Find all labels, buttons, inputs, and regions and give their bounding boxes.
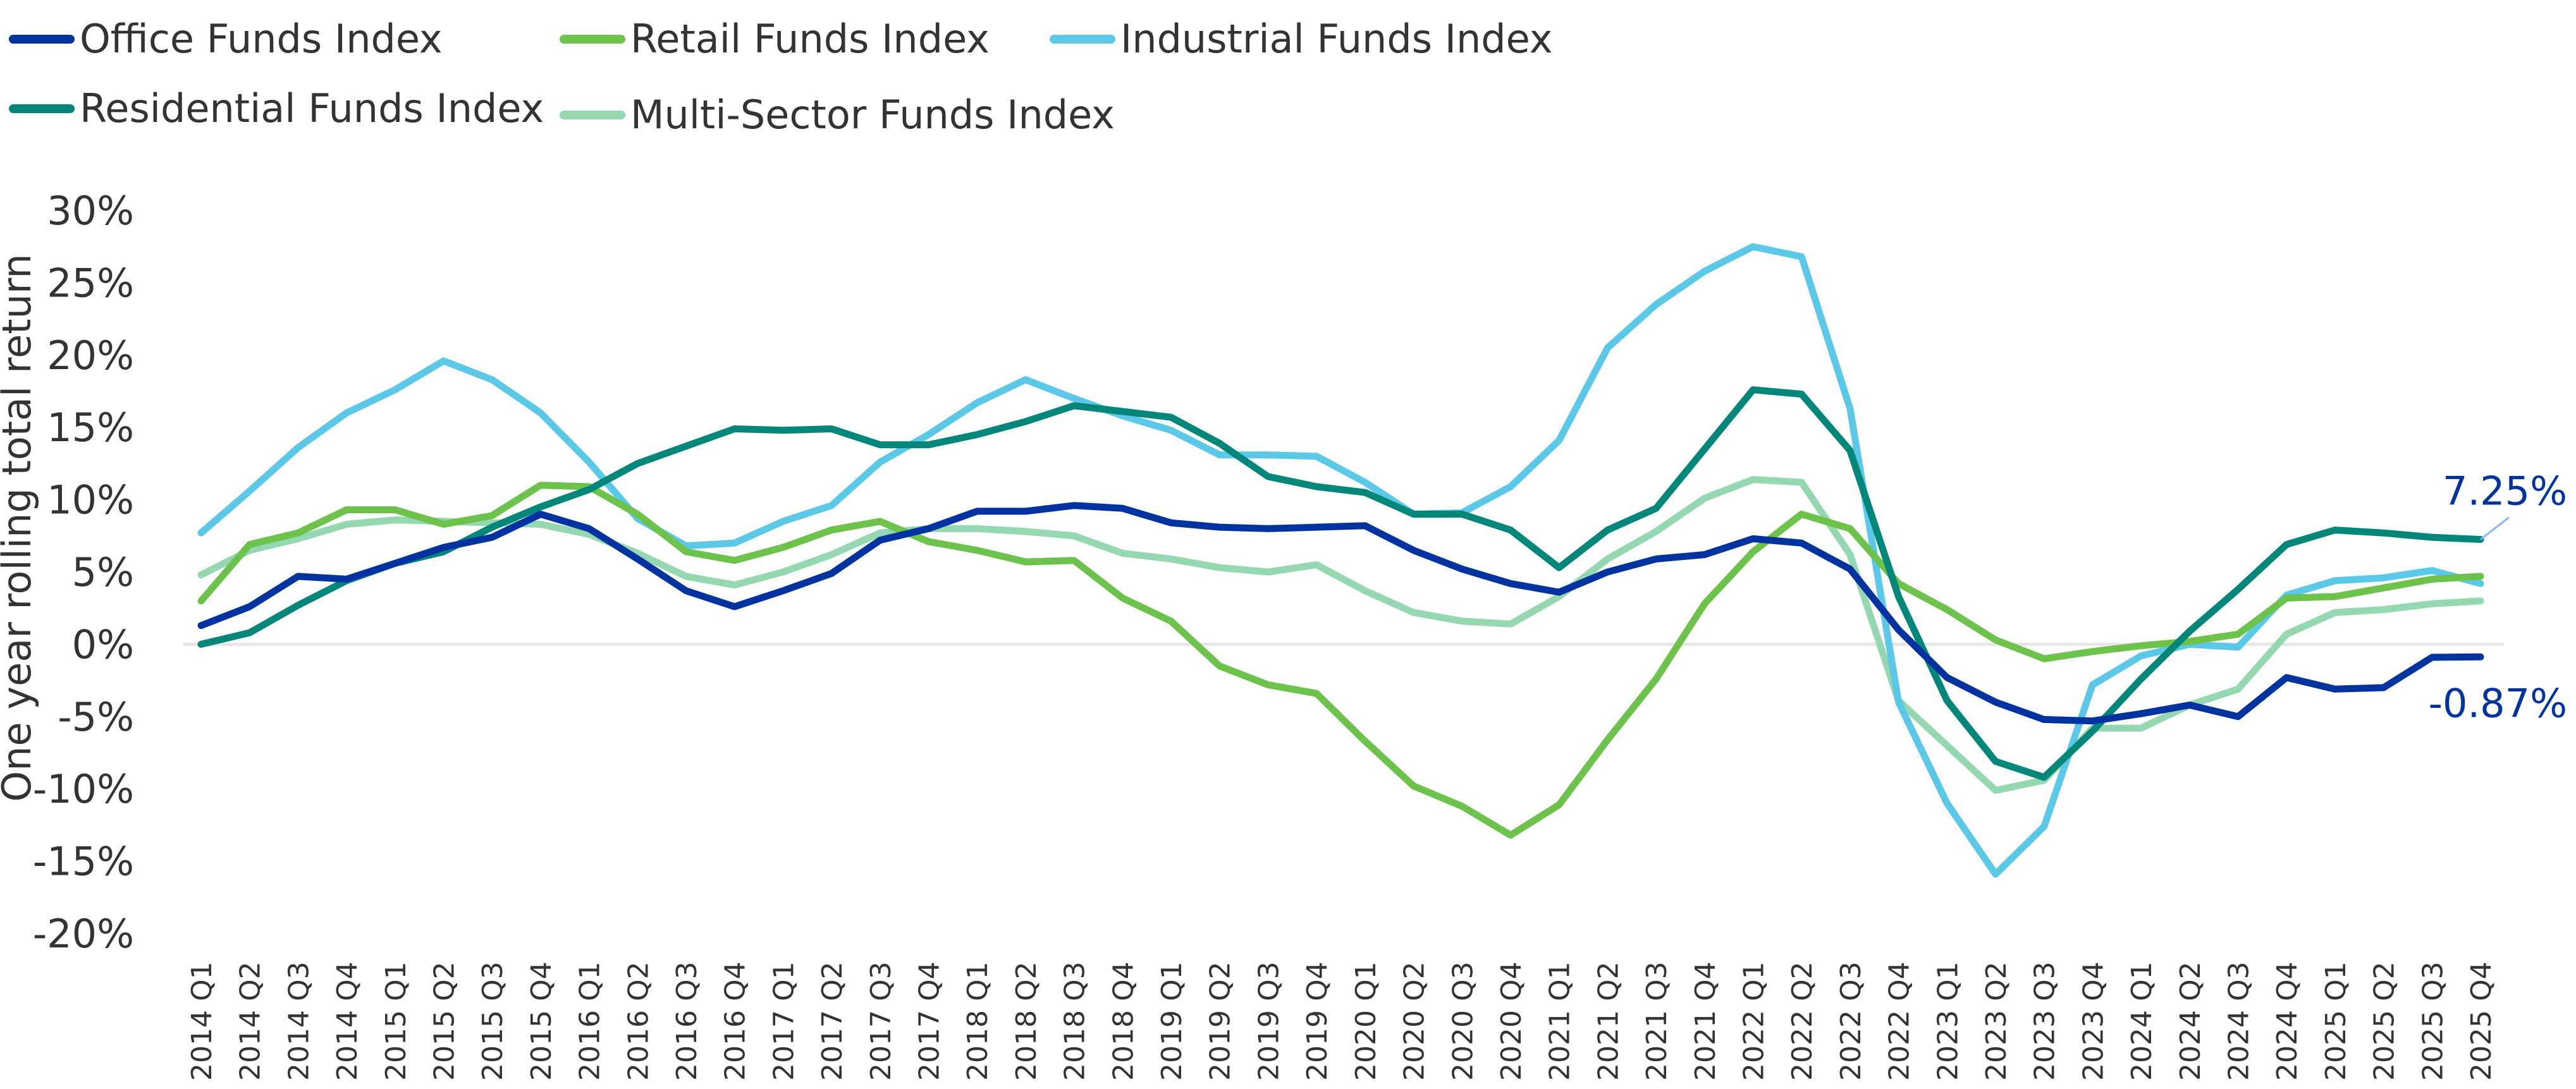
x-tick-label: 2017 Q3: [865, 961, 897, 1081]
x-tick-label: 2020 Q1: [1350, 961, 1382, 1081]
series-lines: [197, 243, 2484, 878]
y-tick-label: 0%: [72, 621, 134, 667]
x-tick-label: 2024 Q1: [2126, 961, 2158, 1081]
legend-item-retail: Retail Funds Index: [560, 16, 990, 62]
y-axis: 30% 25% 20% 15% 10% 5% 0% -5% -10% -15% -20%: [33, 188, 134, 957]
x-tick-label: 2016 Q1: [574, 961, 606, 1081]
x-tick-label: 2018 Q1: [962, 961, 994, 1081]
x-tick-label: 2017 Q4: [914, 961, 946, 1081]
y-tick-label: 15%: [47, 405, 134, 451]
y-tick-label: -15%: [33, 839, 134, 885]
x-tick-label: 2014 Q2: [235, 961, 267, 1081]
x-tick-label: 2017 Q1: [768, 961, 800, 1081]
series-line-office-funds-index: [197, 502, 2484, 725]
legend-label-multi-sector: Multi-Sector Funds Index: [630, 92, 1115, 138]
end-annotations: 7.25% -0.87%: [2429, 468, 2567, 727]
y-tick-label: 20%: [47, 332, 134, 379]
x-tick-label: 2020 Q3: [1447, 961, 1479, 1081]
x-tick-label: 2020 Q4: [1495, 961, 1528, 1081]
x-axis: 2014 Q1 2014 Q2 2014 Q3 2014 Q4 2015 Q1 2015 …: [186, 961, 2498, 1081]
x-tick-label: 2014 Q1: [186, 961, 218, 1081]
annotation-office-end-value: -0.87%: [2429, 680, 2567, 726]
x-tick-label: 2019 Q4: [1301, 961, 1334, 1081]
x-tick-label: 2024 Q4: [2271, 961, 2303, 1081]
x-tick-label: 2024 Q2: [2174, 961, 2207, 1081]
x-tick-label: 2016 Q3: [671, 961, 703, 1081]
x-tick-label: 2015 Q1: [380, 961, 412, 1081]
x-tick-label: 2019 Q1: [1156, 961, 1188, 1081]
legend-swatch-retail: [560, 34, 625, 44]
legend-swatch-industrial: [1050, 34, 1115, 44]
x-tick-label: 2022 Q2: [1786, 961, 1819, 1081]
x-tick-label: 2023 Q3: [2029, 961, 2061, 1081]
x-tick-label: 2018 Q2: [1010, 961, 1043, 1081]
x-tick-label: 2021 Q4: [1690, 961, 1722, 1081]
chart-legend: Office Funds Index Retail Funds Index In…: [0, 0, 1644, 152]
x-tick-label: 2018 Q3: [1059, 961, 1091, 1081]
x-tick-label: 2019 Q2: [1205, 961, 1237, 1081]
series-line-industrial-funds-index: [197, 243, 2484, 878]
x-tick-label: 2025 Q3: [2417, 961, 2449, 1081]
x-tick-label: 2021 Q2: [1592, 961, 1624, 1081]
legend-item-industrial: Industrial Funds Index: [1050, 16, 1552, 62]
legend-item-multi-sector: Multi-Sector Funds Index: [560, 92, 1115, 138]
x-tick-label: 2018 Q4: [1107, 961, 1139, 1081]
y-tick-label: 25%: [47, 260, 134, 306]
x-tick-label: 2025 Q1: [2320, 961, 2352, 1081]
x-tick-label: 2014 Q3: [283, 961, 315, 1081]
x-tick-label: 2015 Q3: [477, 961, 509, 1081]
legend-label-residential: Residential Funds Index: [80, 85, 544, 131]
x-tick-label: 2020 Q2: [1399, 961, 1431, 1081]
x-tick-label: 2019 Q3: [1253, 961, 1285, 1081]
legend-item-office: Office Funds Index: [9, 16, 443, 62]
x-tick-label: 2017 Q2: [816, 961, 849, 1081]
annotation-leader-line: [2480, 516, 2510, 540]
legend-item-residential: Residential Funds Index: [9, 85, 544, 131]
x-tick-label: 2022 Q1: [1738, 961, 1770, 1081]
x-tick-label: 2015 Q2: [429, 961, 461, 1081]
annotation-residential-end-value: 7.25%: [2443, 468, 2567, 514]
x-tick-label: 2025 Q2: [2369, 961, 2401, 1081]
legend-swatch-multi-sector: [560, 110, 625, 119]
x-tick-label: 2015 Q4: [525, 961, 558, 1081]
x-tick-label: 2022 Q4: [1884, 961, 1916, 1081]
legend-label-retail: Retail Funds Index: [630, 16, 990, 62]
y-tick-label: -10%: [33, 766, 134, 812]
y-tick-label: 30%: [47, 188, 134, 234]
x-tick-label: 2016 Q4: [720, 961, 752, 1081]
x-tick-label: 2024 Q3: [2223, 961, 2255, 1081]
series-line-retail-funds-index: [197, 482, 2484, 839]
x-tick-label: 2016 Q2: [622, 961, 654, 1081]
y-axis-title: One year rolling total return: [0, 253, 40, 801]
x-tick-label: 2025 Q4: [2465, 961, 2498, 1081]
x-tick-label: 2021 Q1: [1544, 961, 1576, 1081]
x-tick-label: 2014 Q4: [331, 961, 364, 1081]
y-tick-label: 5%: [72, 549, 134, 595]
series-line-multi-sector-funds-index: [197, 476, 2484, 794]
legend-label-office: Office Funds Index: [80, 16, 443, 62]
legend-swatch-office: [9, 34, 75, 44]
y-tick-label: -20%: [33, 911, 134, 957]
y-tick-label: 10%: [47, 477, 134, 523]
x-tick-label: 2023 Q2: [1980, 961, 2013, 1081]
x-tick-label: 2021 Q3: [1641, 961, 1673, 1081]
y-tick-label: -5%: [58, 694, 134, 740]
x-tick-label: 2023 Q1: [1932, 961, 1964, 1081]
x-tick-label: 2023 Q4: [2077, 961, 2109, 1081]
x-tick-label: 2022 Q3: [1835, 961, 1867, 1081]
legend-swatch-residential: [9, 104, 75, 113]
legend-label-industrial: Industrial Funds Index: [1120, 16, 1553, 62]
